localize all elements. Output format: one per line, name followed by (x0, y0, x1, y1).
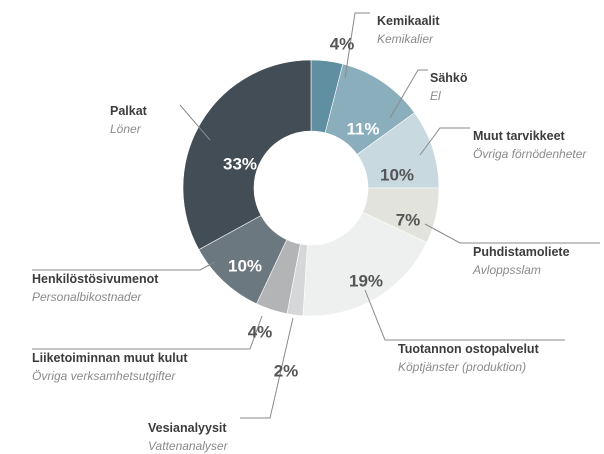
value-label: 2% (274, 361, 299, 380)
leader-line (364, 289, 565, 341)
category-label: Kemikaalit (377, 14, 440, 28)
category-label: Vesianalyysit (148, 421, 227, 435)
category-sublabel: Kemikalier (377, 32, 434, 46)
leader-line (419, 127, 470, 156)
category-sublabel: Löner (110, 122, 142, 136)
leader-line (344, 12, 370, 79)
value-label: 4% (248, 322, 273, 341)
value-label: 33% (223, 154, 257, 173)
value-label: 10% (380, 165, 414, 184)
category-sublabel: Köptjänster (produktion) (398, 360, 526, 374)
category-sublabel: Övriga verksamhetsutgifter (32, 369, 176, 383)
value-label: 10% (228, 256, 262, 275)
category-sublabel: Vattenanalyser (148, 439, 229, 453)
leader-line (179, 104, 211, 141)
leader-line (424, 223, 600, 244)
category-sublabel: Avloppsslam (472, 263, 541, 277)
category-sublabel: Personalbikostnader (32, 290, 142, 304)
category-label: Liiketoiminnan muut kulut (32, 351, 188, 365)
slice (302, 211, 428, 317)
category-label: Palkat (110, 104, 148, 118)
leader-line (240, 317, 294, 419)
category-label: Tuotannon ostopalvelut (398, 342, 540, 356)
value-label: 11% (346, 119, 379, 138)
category-label: Muut tarvikkeet (473, 129, 566, 143)
slice (182, 59, 312, 251)
value-label: 19% (349, 271, 383, 290)
category-sublabel: Övriga förnödenheter (473, 147, 587, 161)
value-label: 4% (330, 34, 355, 53)
category-label: Puhdistamoliete (473, 245, 570, 259)
leader-line (32, 261, 216, 271)
leader-line (389, 69, 428, 119)
leader-line (32, 315, 263, 350)
category-label: Henkilöstösivumenot (32, 272, 159, 286)
category-label: Sähkö (430, 71, 468, 85)
value-label: 7% (396, 210, 421, 229)
category-sublabel: El (430, 89, 441, 103)
